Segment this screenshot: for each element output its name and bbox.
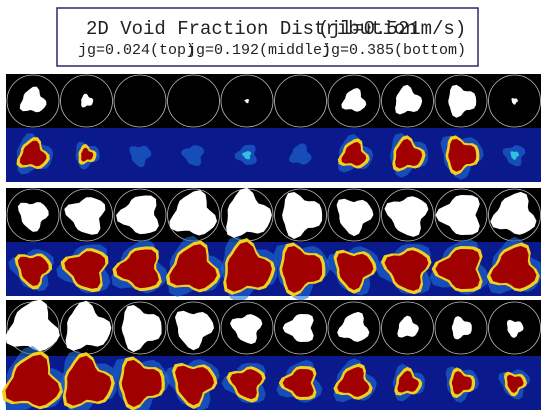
- case-label: jg=0.385(bottom): [322, 42, 466, 59]
- image-panels: [2, 74, 541, 410]
- condition: (jl=0.521m/s): [318, 18, 466, 40]
- figure: 2D Void Fraction Distribution (jl=0.521m…: [0, 0, 541, 410]
- case-label: jg=0.192(middle): [187, 42, 331, 59]
- case-label: jg=0.024(top): [78, 42, 195, 59]
